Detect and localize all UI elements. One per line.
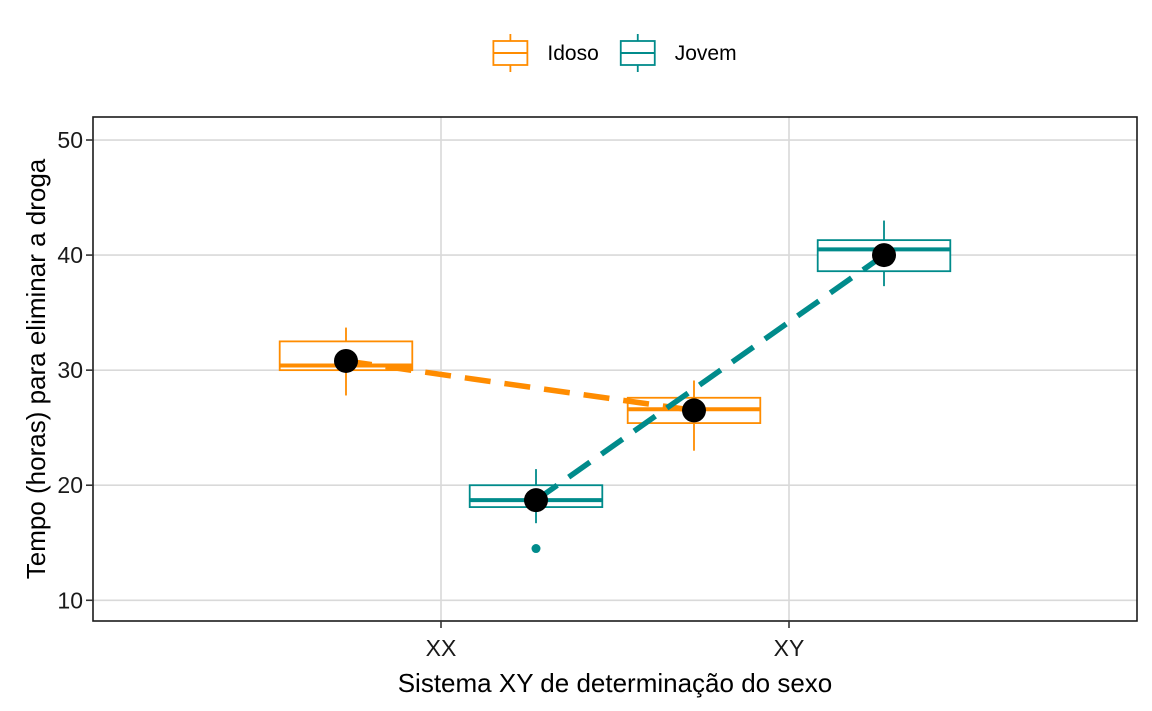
y-tick-label: 10 — [57, 587, 83, 613]
legend-label: Jovem — [675, 42, 737, 65]
legend-key-icon — [619, 34, 656, 72]
legend-item-idoso: Idoso — [492, 34, 599, 72]
legend-key-icon — [492, 34, 529, 72]
plot-border — [92, 116, 1138, 622]
mean-line-jovem — [534, 252, 886, 503]
y-axis-title: Tempo (horas) para eliminar a droga — [21, 158, 51, 579]
y-axis: 10 20 30 40 50 — [57, 127, 93, 613]
mean-point — [333, 348, 358, 373]
x-axis: XX XY — [426, 621, 805, 661]
legend-item-jovem: Jovem — [619, 34, 737, 72]
y-tick-label: 50 — [57, 127, 83, 153]
mean-point — [524, 488, 549, 513]
grid-lines — [93, 117, 1137, 621]
y-tick-label: 30 — [57, 357, 83, 383]
y-tick-label: 40 — [57, 242, 83, 268]
legend: Idoso Jovem — [492, 34, 737, 72]
x-tick-label: XY — [774, 635, 805, 661]
outlier-point — [531, 544, 541, 554]
mean-points — [333, 243, 897, 513]
mean-line-idoso — [345, 358, 695, 414]
legend-label: Idoso — [547, 42, 598, 65]
x-axis-title: Sistema XY de determinação do sexo — [398, 668, 833, 698]
mean-lines — [345, 252, 886, 503]
y-tick-label: 20 — [57, 472, 83, 498]
plot-panel — [93, 117, 1137, 621]
mean-point — [681, 398, 706, 423]
x-tick-label: XX — [426, 635, 457, 661]
mean-point — [872, 243, 897, 268]
